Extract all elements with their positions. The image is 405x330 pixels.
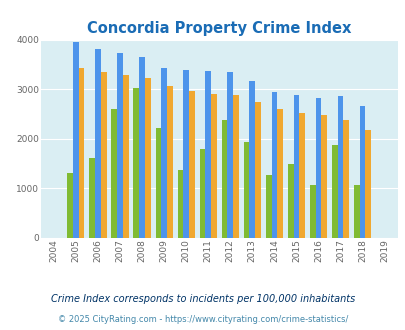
Bar <box>139 57 145 238</box>
Bar <box>315 98 321 238</box>
Bar <box>177 170 183 238</box>
Bar <box>293 95 298 238</box>
Bar <box>145 78 150 238</box>
Bar <box>205 71 211 238</box>
Bar <box>211 94 216 238</box>
Bar <box>89 158 95 238</box>
Bar <box>343 120 348 238</box>
Bar <box>133 88 139 238</box>
Bar <box>243 142 249 238</box>
Bar <box>321 115 326 238</box>
Bar <box>331 145 337 238</box>
Bar <box>255 102 260 238</box>
Bar <box>287 164 293 238</box>
Bar <box>100 72 106 238</box>
Bar <box>73 42 79 238</box>
Bar <box>265 175 271 238</box>
Bar <box>232 95 238 238</box>
Bar <box>227 72 232 238</box>
Bar <box>95 49 100 238</box>
Bar <box>298 114 304 238</box>
Bar <box>161 68 166 238</box>
Bar <box>123 75 128 238</box>
Bar <box>183 70 189 238</box>
Text: Crime Index corresponds to incidents per 100,000 inhabitants: Crime Index corresponds to incidents per… <box>51 294 354 304</box>
Bar <box>364 130 370 238</box>
Bar <box>166 86 172 238</box>
Bar <box>221 120 227 238</box>
Bar <box>359 106 364 238</box>
Bar <box>117 53 123 238</box>
Bar <box>277 109 282 238</box>
Bar <box>199 148 205 238</box>
Bar <box>353 185 359 238</box>
Bar <box>155 128 161 238</box>
Text: © 2025 CityRating.com - https://www.cityrating.com/crime-statistics/: © 2025 CityRating.com - https://www.city… <box>58 315 347 324</box>
Bar <box>309 185 315 238</box>
Bar <box>111 109 117 238</box>
Bar <box>249 81 255 238</box>
Bar <box>189 91 194 238</box>
Bar <box>79 68 84 238</box>
Bar <box>67 173 73 238</box>
Bar <box>271 92 277 238</box>
Title: Concordia Property Crime Index: Concordia Property Crime Index <box>87 21 351 36</box>
Bar <box>337 96 343 238</box>
